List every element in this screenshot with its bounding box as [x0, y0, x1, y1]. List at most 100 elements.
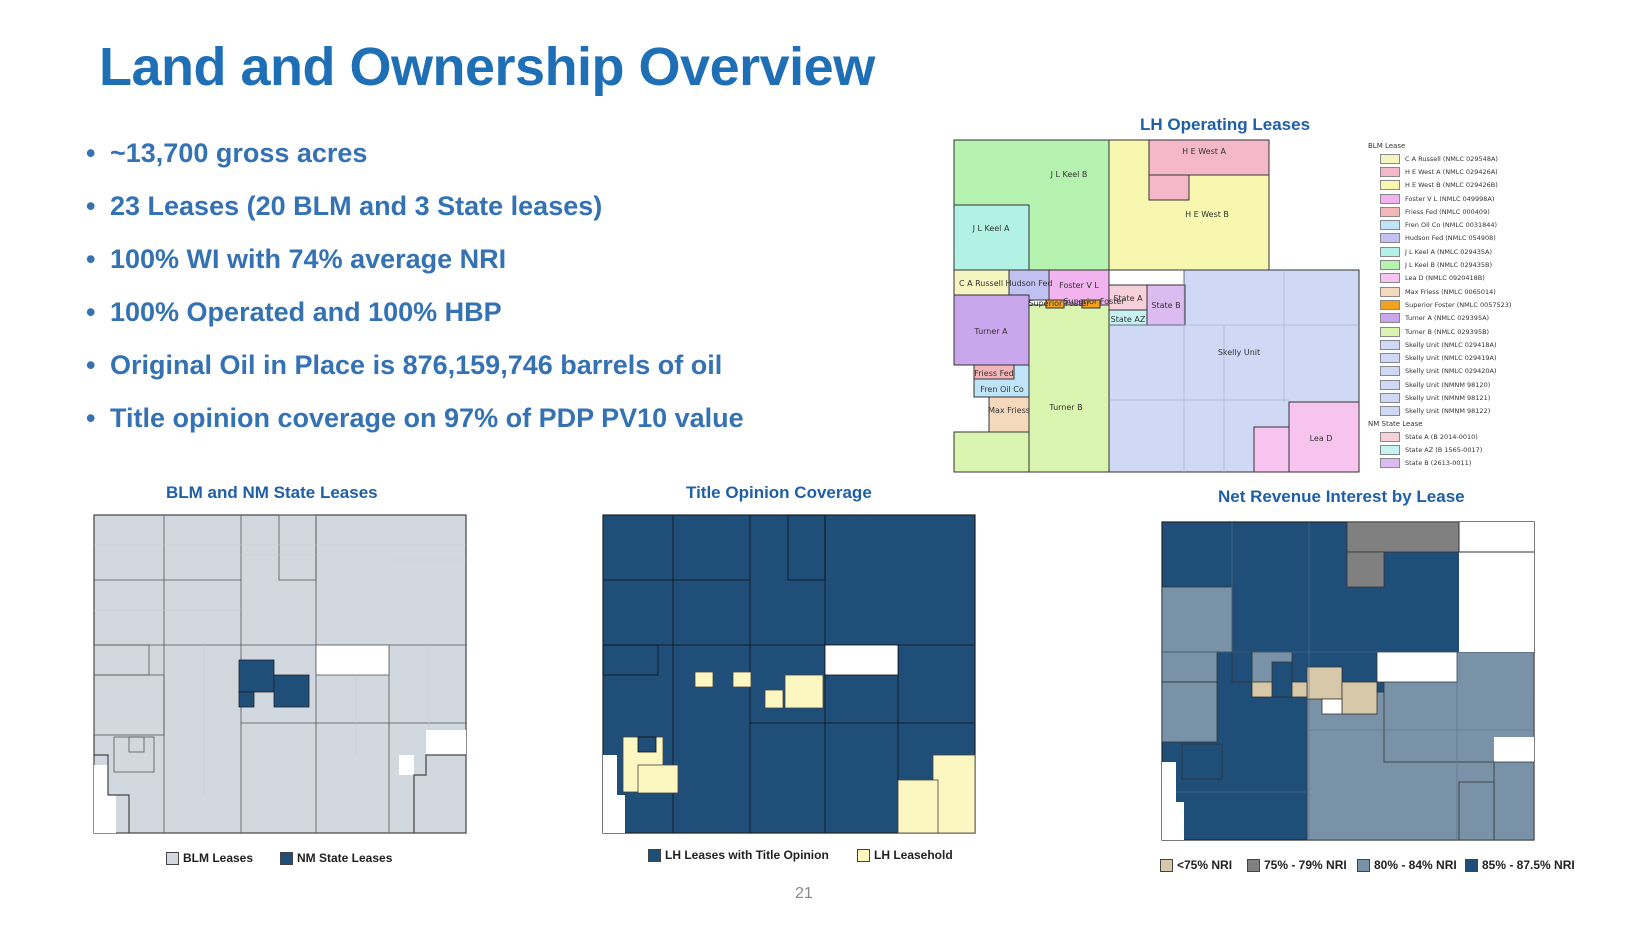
- label-max-friess: Max Friess: [988, 406, 1030, 415]
- legend-entry-label: Max Friess (NMLC 0065014): [1405, 287, 1496, 296]
- legend-swatch: [1380, 299, 1400, 310]
- nri-legend-item: 75% - 79% NRI: [1247, 858, 1347, 872]
- blm-nm-state-map: [93, 514, 467, 834]
- lease-state-b-b: [1146, 284, 1186, 326]
- label-friess-fed: Friess Fed: [974, 369, 1014, 378]
- label-turner-b: Turner B: [1048, 403, 1082, 412]
- legend-entry-label: J L Keel B (NMLC 029435B): [1405, 261, 1493, 270]
- legend-swatch: [1380, 366, 1400, 377]
- blm-legend-item: BLM Leases: [166, 851, 253, 865]
- legend-header-state: NM State Lease: [1368, 419, 1423, 428]
- legend-swatch: [166, 851, 179, 865]
- legend-swatch: [1380, 286, 1400, 297]
- legend-swatch: [1380, 313, 1400, 324]
- legend-entry: State A (B 2014-0010): [1368, 430, 1511, 443]
- legend-entry-label: Skelly Unit (NMNM 98120): [1405, 380, 1491, 389]
- legend-entry-label: Fren Oil Co (NMLC 0031844): [1405, 221, 1498, 230]
- label-superior-foster-2: Superior Foster: [1063, 297, 1125, 306]
- page-number: 21: [795, 885, 813, 902]
- legend-entry: H E West A (NMLC 029426A): [1368, 165, 1511, 178]
- bullet-item: • 23 Leases (20 BLM and 3 State leases): [86, 191, 603, 221]
- legend-swatch: [1380, 326, 1400, 337]
- legend-entry: J L Keel B (NMLC 029435B): [1368, 258, 1511, 271]
- bullet-item: • 100% Operated and 100% HBP: [86, 297, 502, 327]
- legend-entry: Skelly Unit (NMLC 029420A): [1368, 365, 1511, 378]
- title-legend-item: LH Leasehold: [857, 848, 953, 862]
- title-opinion-map: [602, 514, 976, 834]
- legend-swatch: [1380, 339, 1400, 350]
- legend-swatch: [1380, 406, 1400, 417]
- label-fren-oil-co: Fren Oil Co: [980, 385, 1024, 394]
- legend-swatch: [1160, 858, 1173, 872]
- page-title: Land and Ownership Overview: [99, 37, 875, 97]
- label-lea-d: Lea D: [1310, 434, 1333, 443]
- legend-swatch: [1380, 260, 1400, 271]
- nri-legend-item: 85% - 87.5% NRI: [1465, 858, 1575, 872]
- legend-swatch: [648, 848, 661, 862]
- label-state-az: State AZ: [1111, 315, 1146, 324]
- nri-map-title: Net Revenue Interest by Lease: [1218, 487, 1465, 506]
- legend-swatch: [1380, 379, 1400, 390]
- legend-entry-label: Skelly Unit (NMLC 029419A): [1405, 354, 1497, 363]
- bullet-item: • Title opinion coverage on 97% of PDP PV…: [86, 403, 744, 433]
- legend-swatch: [1380, 153, 1400, 164]
- legend-swatch: [1380, 246, 1400, 257]
- lh-map-title: LH Operating Leases: [1140, 115, 1311, 134]
- legend-swatch: [1380, 166, 1400, 177]
- legend-entry-label: J L Keel A (NMLC 029435A): [1405, 247, 1493, 256]
- legend-entry-label: Lea D (NMLC 0920418B): [1405, 274, 1485, 283]
- legend-entry: Foster V L (NMLC 049998A): [1368, 192, 1511, 205]
- legend-entry: Skelly Unit (NMNM 98120): [1368, 378, 1511, 391]
- legend-swatch: [1380, 206, 1400, 217]
- legend-swatch: [280, 851, 293, 865]
- legend-swatch: [1380, 444, 1400, 455]
- lease-lea-d: [1288, 401, 1360, 473]
- label-he-west-a: H E West A: [1182, 147, 1226, 156]
- nri-map: [1161, 521, 1535, 841]
- legend-entry: State B (2613-0011): [1368, 457, 1511, 470]
- lease-superior-foster: [1045, 299, 1065, 309]
- label-ca-russell: C A Russell: [959, 279, 1003, 288]
- legend-entry: Superior Foster (NMLC 0057523): [1368, 298, 1511, 311]
- legend-entry: Skelly Unit (NMLC 029418A): [1368, 338, 1511, 351]
- legend-entry-label: State B (2613-0011): [1405, 459, 1472, 468]
- legend-entry-label: H E West A (NMLC 029426A): [1405, 167, 1498, 176]
- title-map-title: Title Opinion Coverage: [686, 483, 872, 502]
- lease-jl-keel-a: [953, 204, 1030, 271]
- lease-turner-b: [1028, 304, 1110, 473]
- legend-entry-label: Skelly Unit (NMNM 98121): [1405, 393, 1491, 402]
- legend-entry: H E West B (NMLC 029426B): [1368, 179, 1511, 192]
- label-state-a: State A: [1113, 294, 1143, 303]
- lease-he-west-a-2: [1148, 174, 1190, 201]
- label-hudson-fed: Hudson Fed: [1005, 279, 1052, 288]
- legend-entry: Turner B (NMLC 029395B): [1368, 325, 1511, 338]
- legend-entry-label: Hudson Fed (NMLC 054908): [1405, 234, 1496, 243]
- legend-swatch: [1380, 458, 1400, 469]
- legend-swatch: [1380, 220, 1400, 231]
- legend-entry-label: Skelly Unit (NMLC 029420A): [1405, 367, 1497, 376]
- legend-entry: Friess Fed (NMLC 000409): [1368, 205, 1511, 218]
- legend-entry: C A Russell (NMLC 029548A): [1368, 152, 1511, 165]
- nri-legend-item: 80% - 84% NRI: [1357, 858, 1457, 872]
- legend-entry-label: Turner B (NMLC 029395B): [1405, 327, 1490, 336]
- legend-swatch: [1380, 180, 1400, 191]
- legend-entry-label: Friess Fed (NMLC 000409): [1405, 207, 1490, 216]
- legend-entry: Hudson Fed (NMLC 054908): [1368, 232, 1511, 245]
- legend-entry-label: Skelly Unit (NMLC 029418A): [1405, 340, 1497, 349]
- title-legend-item: LH Leases with Title Opinion: [648, 848, 829, 862]
- legend-entry-label: State A (B 2014-0010): [1405, 432, 1478, 441]
- label-turner-a: Turner A: [973, 327, 1008, 336]
- label-he-west-b: H E West B: [1185, 210, 1229, 219]
- lease-turner-b-2: [953, 431, 1030, 473]
- blm-map-title: BLM and NM State Leases: [166, 483, 378, 502]
- legend-entry: Max Friess (NMLC 0065014): [1368, 285, 1511, 298]
- legend-header-blm: BLM Lease: [1368, 142, 1406, 150]
- legend-entry: Lea D (NMLC 0920418B): [1368, 272, 1511, 285]
- bullet-item: • Original Oil in Place is 876,159,746 ba…: [86, 350, 723, 380]
- lh-map-legend: BLM Lease C A Russell (NMLC 029548A) H E …: [1368, 140, 1511, 470]
- legend-swatch: [1357, 858, 1370, 872]
- legend-entry-label: Skelly Unit (NMNM 98122): [1405, 407, 1491, 416]
- lease-superior-foster-2: [1081, 299, 1101, 309]
- legend-entry: Fren Oil Co (NMLC 0031844): [1368, 218, 1511, 231]
- label-state-b: State B: [1151, 301, 1180, 310]
